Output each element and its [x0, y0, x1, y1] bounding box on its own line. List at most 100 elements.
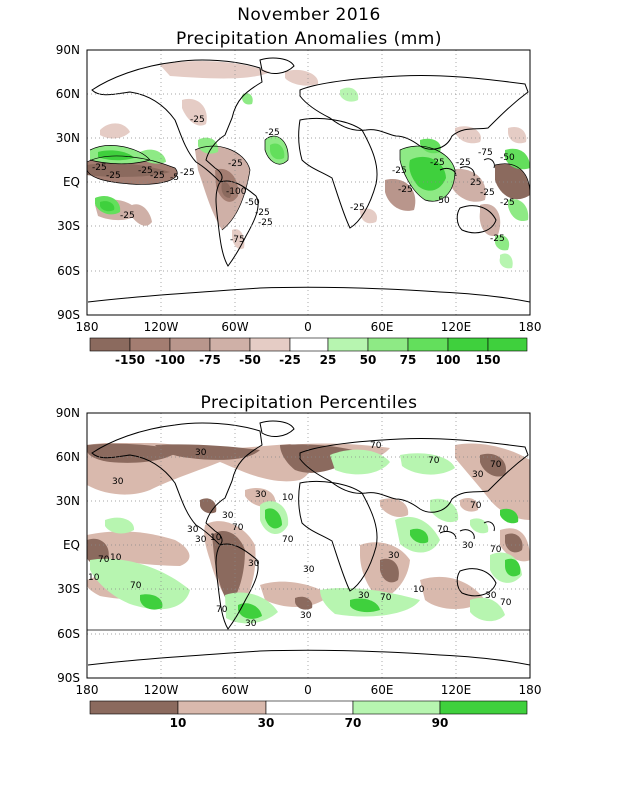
legend-label: 25: [320, 353, 337, 367]
lon-label: 0: [304, 683, 312, 697]
lat-label: 30S: [57, 219, 80, 233]
legend-label: -100: [155, 353, 185, 367]
lon-label: 180: [519, 683, 542, 697]
lon-label: 60W: [221, 683, 248, 697]
contour-label: 70: [98, 555, 110, 565]
contour-label: -50: [435, 196, 450, 206]
anomaly-map: -25 -25 -25 -25 -25 -25 -25 -5 -25 -100 …: [56, 43, 542, 367]
anomaly-legend: -150 -100 -75 -50 -25 25 50 75 100 150: [89, 337, 528, 367]
panel1-title: Precipitation Anomalies (mm): [176, 29, 442, 49]
legend-swatch: [89, 337, 131, 352]
contour-label: -25: [180, 168, 195, 178]
contour-label: -25: [92, 163, 107, 173]
contour-label: 10: [413, 585, 425, 595]
lon-label: 60E: [371, 683, 394, 697]
lon-label: 120W: [144, 683, 179, 697]
contour-label: 70: [130, 581, 142, 591]
contour-label: 70: [490, 545, 502, 555]
contour-label: 70: [380, 593, 392, 603]
contour-label: 30: [112, 477, 124, 487]
contour-label: 30: [248, 559, 260, 569]
contour-label: 70: [437, 525, 449, 535]
contour-label: -25: [490, 234, 505, 244]
contour-label: 30: [472, 470, 484, 480]
contour-label: 70: [216, 605, 228, 615]
contour-label: 70: [370, 441, 382, 451]
contour-label: -5: [170, 173, 179, 183]
contour-label: -25: [456, 158, 471, 168]
figure-title: November 2016: [237, 5, 381, 25]
contour-label: 70: [500, 598, 512, 608]
lat-label: EQ: [63, 538, 80, 552]
contour-label: 30: [255, 490, 267, 500]
anomaly-lat-labels: 90N 60N 30N EQ 30S 60S 90S: [56, 43, 80, 322]
contour-label: -75: [230, 235, 245, 245]
percentile-legend: 10 30 70 90: [89, 700, 528, 730]
legend-label: -50: [239, 353, 261, 367]
contour-label: -25: [480, 188, 495, 198]
anomaly-lon-labels: 180 120W 60W 0 60E 120E 180: [76, 320, 542, 334]
legend-swatch: [447, 337, 489, 352]
lat-label: 90N: [56, 406, 80, 420]
legend-swatch: [89, 700, 179, 715]
anomaly-map-frame: [86, 49, 531, 316]
legend-swatch: [209, 337, 251, 352]
lat-label: EQ: [63, 175, 80, 189]
contour-label: -25: [120, 211, 135, 221]
legend-swatch: [249, 337, 291, 352]
legend-label: -25: [279, 353, 301, 367]
contour-label: 30: [222, 511, 234, 521]
contour-label: 30: [195, 448, 207, 458]
legend-label: 70: [345, 716, 362, 730]
legend-swatch: [407, 337, 449, 352]
contour-label: -75: [478, 148, 493, 158]
contour-label: -25: [228, 159, 243, 169]
contour-label: 30: [358, 591, 370, 601]
lat-label: 60N: [56, 450, 80, 464]
legend-swatch: [352, 700, 441, 715]
legend-swatch: [367, 337, 409, 352]
percentile-fields: [87, 413, 530, 678]
legend-swatch: [327, 337, 369, 352]
legend-swatch: [289, 337, 329, 352]
contour-label: -25: [392, 166, 407, 176]
percentile-map: 30 30 30 10 30 30 10 70 30 70 30 30 70 7…: [56, 406, 542, 730]
contour-label: -50: [245, 198, 260, 208]
contour-label: 70: [428, 456, 440, 466]
contour-label: -100: [226, 187, 247, 197]
lat-label: 60S: [57, 627, 80, 641]
legend-label: 90: [432, 716, 449, 730]
lon-label: 0: [304, 320, 312, 334]
contour-label: 30: [245, 619, 257, 629]
anomaly-legend-labels: -150 -100 -75 -50 -25 25 50 75 100 150: [115, 353, 501, 367]
legend-label: -150: [115, 353, 145, 367]
lat-label: 90N: [56, 43, 80, 57]
lon-label: 180: [519, 320, 542, 334]
percentile-contour-labels: 30 30 30 10 30 30 10 70 30 70 30 30 70 7…: [88, 441, 512, 629]
contour-label: 30: [462, 541, 474, 551]
legend-swatch: [169, 337, 211, 352]
percentile-legend-labels: 10 30 70 90: [170, 716, 449, 730]
contour-label: -25: [190, 115, 205, 125]
contour-label: -25: [138, 166, 153, 176]
legend-swatch: [177, 700, 267, 715]
contour-label: 25: [470, 178, 481, 188]
continents-anomaly: [87, 57, 530, 303]
contour-label: -25: [398, 185, 413, 195]
continents-percentile: [87, 420, 530, 666]
anomaly-fields: [87, 50, 530, 315]
lat-label: 30S: [57, 582, 80, 596]
contour-label: -25: [430, 158, 445, 168]
lat-label: 30N: [56, 131, 80, 145]
legend-label: 30: [258, 716, 275, 730]
legend-label: 100: [435, 353, 460, 367]
contour-label: -50: [500, 153, 515, 163]
contour-label: -25: [500, 198, 515, 208]
contour-label: 70: [232, 523, 244, 533]
legend-label: 150: [475, 353, 500, 367]
contour-label: 70: [470, 501, 482, 511]
lon-label: 180: [76, 320, 99, 334]
legend-swatch: [487, 337, 528, 352]
contour-label: -25: [265, 128, 280, 138]
